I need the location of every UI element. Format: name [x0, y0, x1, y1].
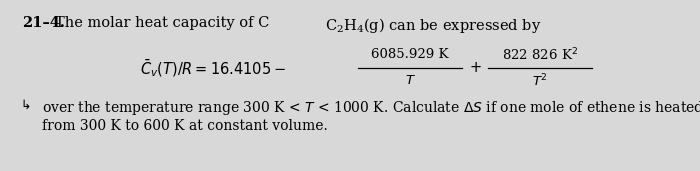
Text: 822 826 K$^2$: 822 826 K$^2$ — [502, 47, 578, 63]
Text: $T^2$: $T^2$ — [532, 73, 548, 89]
Text: $\mathregular{C_2H_4}$(g) can be expressed by: $\mathregular{C_2H_4}$(g) can be express… — [325, 16, 541, 35]
Text: The molar heat capacity of C: The molar heat capacity of C — [55, 16, 270, 30]
Text: from 300 K to 600 K at constant volume.: from 300 K to 600 K at constant volume. — [42, 119, 328, 133]
Text: $+$: $+$ — [469, 61, 482, 75]
Text: 21–4.: 21–4. — [22, 16, 65, 30]
Text: over the temperature range 300 K < $T$ < 1000 K. Calculate $\Delta S$ if one mol: over the temperature range 300 K < $T$ <… — [42, 99, 700, 117]
Text: ↳: ↳ — [20, 99, 31, 112]
Text: $T$: $T$ — [405, 75, 416, 88]
Text: $\bar{C}_v(T)/R = 16.4105 -$: $\bar{C}_v(T)/R = 16.4105 -$ — [140, 57, 286, 79]
Text: 6085.929 K: 6085.929 K — [371, 49, 449, 62]
